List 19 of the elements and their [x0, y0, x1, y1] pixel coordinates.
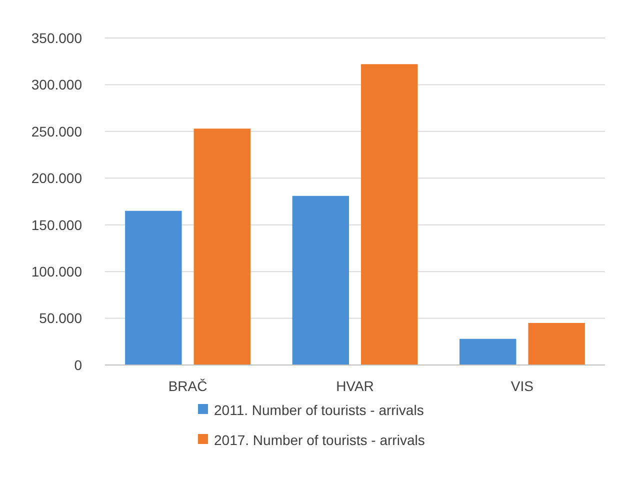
legend-label: 2011. Number of tourists - arrivals	[214, 402, 424, 418]
x-tick-label: HVAR	[336, 378, 374, 394]
y-tick-label: 300.000	[31, 76, 82, 93]
x-tick-label: BRAČ	[168, 378, 208, 394]
y-tick-label: 0	[74, 356, 82, 373]
y-tick-label: 50.000	[39, 310, 82, 326]
bar	[528, 322, 585, 365]
bar	[194, 128, 250, 365]
y-tick-label: 100.000	[31, 263, 82, 280]
bar	[361, 64, 418, 365]
y-tick-label: 200.000	[31, 170, 82, 186]
y-tick-label: 250.000	[31, 123, 82, 140]
bar	[292, 196, 349, 365]
y-tick-label: 150.000	[31, 216, 82, 233]
x-tick-label: VIS	[510, 378, 534, 394]
legend-label: 2017. Number of tourists - arrivals	[214, 432, 425, 448]
bar	[125, 210, 182, 365]
bar	[460, 338, 516, 365]
y-tick-label: 350.000	[31, 30, 82, 46]
